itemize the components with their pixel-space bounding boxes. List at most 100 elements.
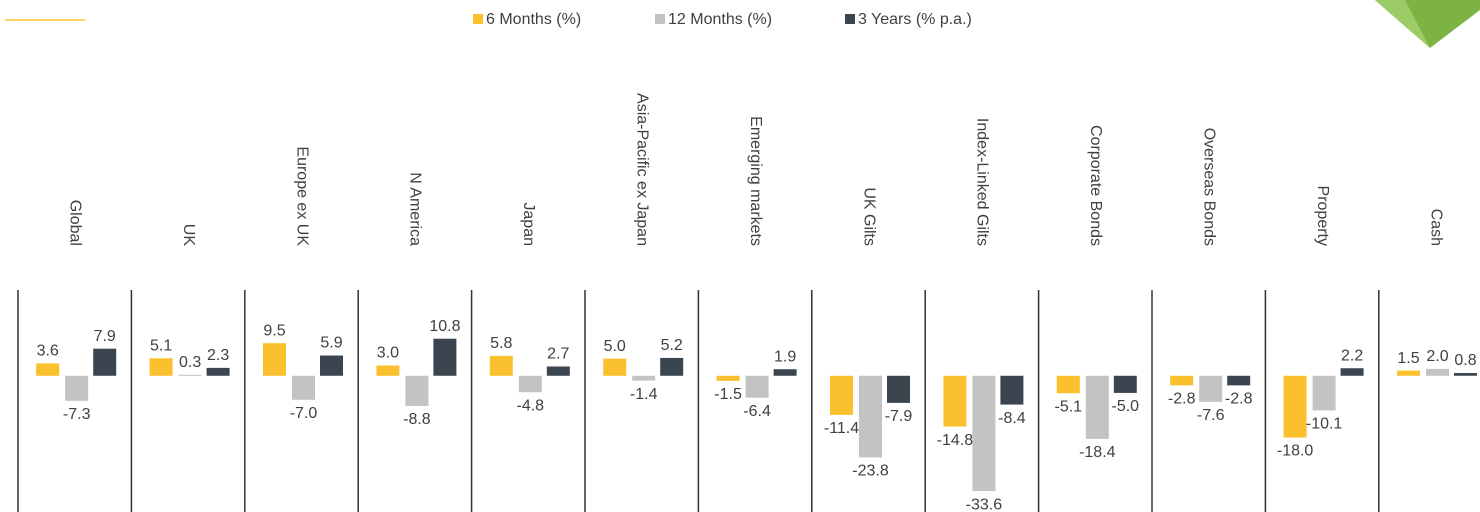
data-label: 9.5 — [263, 322, 285, 339]
data-label: -1.4 — [630, 386, 658, 403]
bar — [1340, 368, 1364, 376]
legend-label: 3 Years (% p.a.) — [858, 11, 972, 28]
bar — [660, 357, 684, 376]
legend-swatch — [845, 14, 855, 24]
data-label: 1.9 — [774, 348, 796, 365]
data-label: -1.5 — [714, 386, 742, 403]
bar — [887, 375, 910, 403]
data-label: 2.7 — [547, 346, 569, 363]
data-label: -18.4 — [1079, 444, 1116, 461]
bar — [93, 348, 117, 376]
x-tick-label: Emerging markets — [747, 116, 764, 246]
bar — [206, 367, 230, 376]
bar — [65, 375, 89, 401]
x-tick-label: Overseas Bonds — [1200, 128, 1217, 246]
bar — [632, 375, 656, 381]
data-label: 3.6 — [37, 343, 59, 360]
data-label: -2.8 — [1168, 391, 1196, 408]
legend-label: 6 Months (%) — [486, 11, 581, 28]
data-label: 5.0 — [604, 338, 626, 355]
x-tick-label: N America — [407, 172, 424, 246]
legend-swatch — [655, 14, 665, 24]
data-label: -7.9 — [885, 408, 913, 425]
data-label: -18.0 — [1277, 443, 1314, 460]
bar — [1170, 375, 1194, 386]
x-tick-label: Europe ex UK — [293, 146, 310, 246]
bar — [1397, 370, 1420, 376]
bar — [830, 375, 853, 415]
data-label: -10.1 — [1306, 416, 1343, 433]
data-label: 0.8 — [1454, 352, 1476, 369]
bar — [489, 355, 513, 376]
data-label: 7.9 — [94, 328, 116, 345]
x-tick-label: Corporate Bonds — [1087, 125, 1104, 246]
legend-swatch — [473, 14, 483, 24]
data-label: 3.0 — [377, 345, 399, 362]
bar — [1454, 373, 1477, 376]
x-tick-label: Asia-Pacific ex Japan — [633, 93, 650, 246]
data-label: -7.3 — [63, 406, 91, 423]
bar — [263, 343, 286, 376]
bar — [1199, 375, 1223, 402]
bar — [1426, 368, 1449, 376]
data-label: -33.6 — [966, 496, 1003, 512]
bar — [1113, 375, 1137, 393]
data-label: -4.8 — [517, 397, 545, 414]
bar — [1312, 375, 1336, 411]
bar — [518, 375, 542, 393]
data-label: -7.6 — [1197, 407, 1225, 424]
x-tick-label: Global — [66, 200, 83, 246]
bar — [320, 355, 343, 376]
bar — [376, 365, 400, 376]
data-label: -6.4 — [743, 403, 771, 420]
bar — [745, 375, 769, 398]
bar — [773, 369, 797, 376]
x-tick-label: UK — [180, 224, 197, 247]
logo-shape — [1375, 0, 1430, 48]
bar — [433, 338, 457, 376]
data-label: 0.3 — [179, 354, 201, 371]
data-label: -7.0 — [290, 405, 318, 422]
legend-label: 12 Months (%) — [668, 11, 772, 28]
data-label: -2.8 — [1225, 391, 1253, 408]
data-label: 5.2 — [661, 337, 683, 354]
x-tick-label: UK Gilts — [860, 187, 877, 246]
bar — [178, 374, 202, 376]
data-label: 1.5 — [1397, 350, 1419, 367]
x-tick-label: Property — [1314, 186, 1331, 246]
data-label: 2.2 — [1341, 347, 1363, 364]
data-label: -5.1 — [1055, 398, 1083, 415]
data-label: -11.4 — [824, 420, 859, 437]
x-tick-label: Cash — [1427, 209, 1444, 246]
bar — [36, 363, 60, 376]
bar — [943, 375, 967, 427]
data-label: -5.0 — [1112, 398, 1140, 415]
bar — [1085, 375, 1109, 439]
bar — [149, 358, 173, 376]
bar — [1283, 375, 1307, 438]
bar — [1000, 375, 1024, 405]
bar — [1227, 375, 1251, 386]
bar — [1056, 375, 1080, 394]
data-label: -14.8 — [937, 432, 974, 449]
data-label: -8.8 — [403, 411, 431, 428]
data-label: -23.8 — [852, 463, 889, 480]
data-label: 5.1 — [150, 337, 172, 354]
bar — [546, 366, 570, 376]
bar — [716, 375, 740, 381]
bar — [603, 358, 627, 376]
data-label: 5.9 — [320, 335, 342, 352]
data-label: 2.3 — [207, 347, 229, 364]
bar — [292, 375, 315, 400]
bar — [859, 375, 882, 458]
x-tick-label: Index-Linked Gilts — [974, 118, 991, 246]
data-label: 5.8 — [490, 335, 512, 352]
bar — [972, 375, 996, 492]
data-label: 2.0 — [1426, 348, 1448, 365]
data-label: 10.8 — [429, 318, 460, 335]
bar — [405, 375, 429, 406]
x-tick-label: Japan — [520, 202, 537, 246]
data-label: -8.4 — [998, 410, 1026, 427]
